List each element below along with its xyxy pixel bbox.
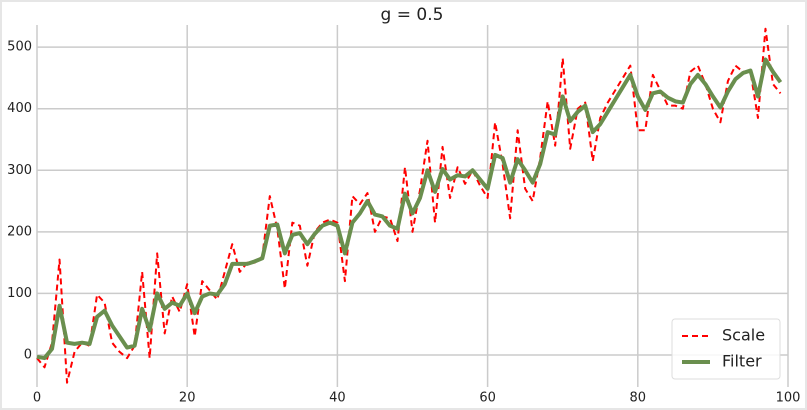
legend: Scale Filter <box>671 318 781 380</box>
x-tick-label: 20 <box>179 391 196 406</box>
x-tick-label: 40 <box>329 391 346 406</box>
x-tick-label: 100 <box>776 391 801 406</box>
y-tick-label: 500 <box>7 40 32 55</box>
chart-title: g = 0.5 <box>381 5 444 25</box>
x-tick-label: 80 <box>630 391 647 406</box>
series-line <box>36 57 783 361</box>
y-tick-label: 300 <box>7 163 32 178</box>
x-tick-label: 0 <box>33 391 41 406</box>
x-tick-label: 60 <box>479 391 496 406</box>
y-tick-label: 100 <box>7 286 32 301</box>
legend-label: Scale <box>722 326 765 345</box>
y-tick-label: 200 <box>7 224 32 239</box>
series-line <box>36 27 782 384</box>
y-tick-label: 400 <box>7 101 32 116</box>
y-tick-label: 0 <box>24 347 32 362</box>
legend-label: Filter <box>722 352 762 371</box>
